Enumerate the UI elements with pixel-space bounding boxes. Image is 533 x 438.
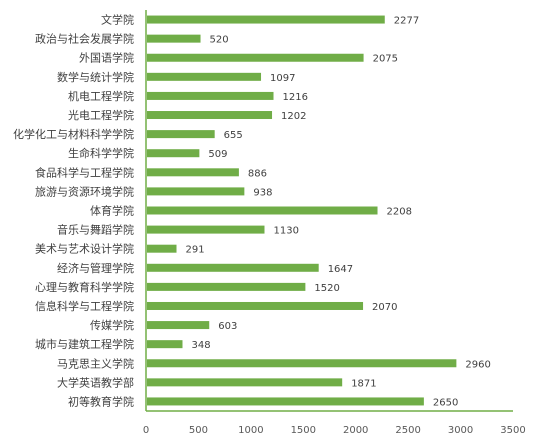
category-label-21: 初等教育学院 xyxy=(68,394,134,408)
value-label-16: 2070 xyxy=(372,302,397,313)
value-label-21: 2650 xyxy=(433,397,458,408)
bar-18 xyxy=(147,340,183,349)
bar-20 xyxy=(147,378,343,387)
category-label-15: 心理与教育科学学院 xyxy=(35,280,134,294)
category-label-17: 传媒学院 xyxy=(90,318,134,332)
value-label-10: 938 xyxy=(253,187,272,198)
x-tick-label-3: 1000 xyxy=(238,425,263,436)
value-label-17: 603 xyxy=(218,321,237,332)
category-label-20: 大学英语教学部 xyxy=(57,375,134,389)
category-label-13: 美术与艺术设计学院 xyxy=(35,242,134,256)
value-label-11: 2208 xyxy=(387,207,412,218)
bar-12 xyxy=(147,225,265,234)
value-label-18: 348 xyxy=(191,340,210,351)
value-label-14: 1647 xyxy=(328,264,353,275)
category-label-14: 经济与管理学院 xyxy=(57,261,134,275)
category-label-1: 文学院 xyxy=(101,13,134,27)
bar-17 xyxy=(147,321,210,330)
category-label-8: 生命科学学院 xyxy=(68,146,134,160)
x-tick-label-8: 3500 xyxy=(500,425,525,436)
value-label-6: 1202 xyxy=(281,111,306,122)
bar-5 xyxy=(147,91,274,100)
value-label-8: 509 xyxy=(208,149,227,160)
bar-8 xyxy=(147,149,200,158)
category-label-10: 旅游与资源环境学院 xyxy=(35,184,134,198)
bar-13 xyxy=(147,244,177,253)
category-label-9: 食品科学与工程学院 xyxy=(35,165,134,179)
value-label-13: 291 xyxy=(186,245,205,256)
value-label-9: 886 xyxy=(248,168,267,179)
value-label-19: 2960 xyxy=(465,359,490,370)
value-label-4: 1097 xyxy=(270,73,295,84)
bar-19 xyxy=(147,359,457,368)
value-label-20: 1871 xyxy=(351,378,376,389)
x-tick-label-4: 1500 xyxy=(291,425,316,436)
x-tick-label-2: 500 xyxy=(189,425,208,436)
category-label-3: 外国语学院 xyxy=(79,51,134,65)
bar-6 xyxy=(147,111,273,120)
bar-21 xyxy=(147,397,424,406)
bar-3 xyxy=(147,53,364,62)
category-label-12: 音乐与舞蹈学院 xyxy=(57,223,134,237)
bar-1 xyxy=(147,15,385,24)
x-tick-label-7: 3000 xyxy=(448,425,473,436)
bar-16 xyxy=(147,301,364,310)
value-label-7: 655 xyxy=(224,130,243,141)
bar-7 xyxy=(147,130,215,139)
value-label-1: 2277 xyxy=(394,16,419,27)
category-label-2: 政治与社会发展学院 xyxy=(35,32,134,46)
x-tick-label-1: 0 xyxy=(143,425,149,436)
value-label-3: 2075 xyxy=(373,54,398,65)
bar-2 xyxy=(147,34,201,43)
category-label-5: 机电工程学院 xyxy=(68,89,134,103)
value-label-2: 520 xyxy=(210,35,229,46)
bar-11 xyxy=(147,206,378,215)
x-tick-label-5: 2000 xyxy=(343,425,368,436)
category-label-6: 光电工程学院 xyxy=(68,108,134,122)
category-label-16: 信息科学与工程学院 xyxy=(35,299,134,313)
value-label-5: 1216 xyxy=(283,92,308,103)
value-label-15: 1520 xyxy=(314,283,339,294)
x-tick-label-6: 2500 xyxy=(395,425,420,436)
category-label-19: 马克思主义学院 xyxy=(57,356,134,370)
bar-4 xyxy=(147,72,262,81)
category-label-4: 数学与统计学院 xyxy=(57,70,134,84)
bar-9 xyxy=(147,168,239,177)
bar-15 xyxy=(147,282,306,291)
bar-14 xyxy=(147,263,319,272)
bar-10 xyxy=(147,187,245,196)
value-label-12: 1130 xyxy=(273,226,298,237)
category-label-11: 体育学院 xyxy=(90,204,134,218)
category-label-7: 化学化工与材料科学学院 xyxy=(13,127,134,141)
category-label-18: 城市与建筑工程学院 xyxy=(35,337,134,351)
